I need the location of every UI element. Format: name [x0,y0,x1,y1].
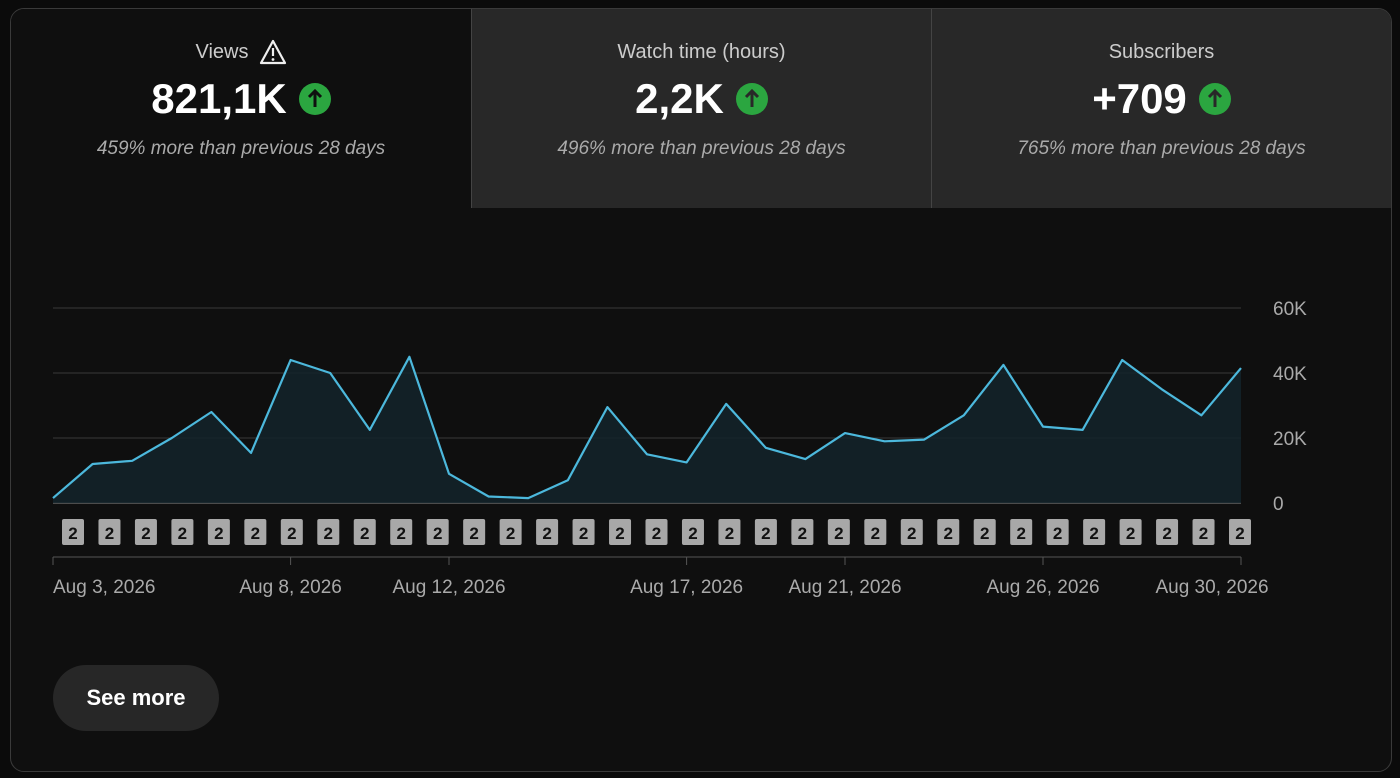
badge [62,519,84,545]
badge [645,519,668,545]
badge-label: 2 [68,524,77,543]
card-value: +709 [1092,75,1187,122]
badge-label: 2 [105,524,114,543]
badge [207,519,230,545]
metric-card[interactable]: Subscribers +709 765% more than previous… [931,9,1391,208]
card-value: 2,2K [635,75,724,122]
metric-card[interactable]: Views 821,1K 459% more than previous 28 … [11,9,471,208]
badge-label: 2 [725,524,734,543]
card-title: Views [195,40,249,63]
warning-icon [259,39,286,65]
x-tick-label: Aug 3, 2026 [53,577,155,598]
card-note: 496% more than previous 28 days [557,138,846,159]
card-title: Subscribers [1108,40,1215,63]
card-title: Watch time (hours) [617,40,786,63]
badge-label: 2 [1162,524,1171,543]
badge [827,519,850,545]
badge [681,519,704,545]
card-value: 821,1K [151,75,287,122]
badge [718,519,741,545]
line [52,355,1242,500]
y-tick-label: 40K [1273,364,1307,385]
badge-label: 2 [178,524,187,543]
badge-label: 2 [251,524,260,543]
y-tick-label: 20K [1273,429,1307,450]
badge-label: 2 [761,524,770,543]
badge-label: 2 [615,524,624,543]
badge-label: 2 [652,524,661,543]
card-note: 459% more than previous 28 days [96,138,386,159]
badge [426,519,449,545]
badge [280,519,303,545]
badge [900,519,923,545]
badge [1119,519,1142,545]
card-note: 765% more than previous 28 days [1017,138,1306,159]
badge-label: 2 [469,524,478,543]
badge-label: 2 [1089,524,1098,543]
badge [536,519,559,545]
badge [791,519,814,545]
badge-label: 2 [214,524,223,543]
badge [317,519,340,545]
up-icon [1198,83,1231,115]
badge [973,519,996,545]
badge-label: 2 [1235,524,1244,543]
y-tick-label: 60K [1273,299,1307,320]
badge-label: 2 [1053,524,1062,543]
badge [1156,519,1179,545]
badge-label: 2 [324,524,333,543]
badge-label: 2 [141,524,150,543]
badge [864,519,887,545]
x-tick-label: Aug 8, 2026 [239,577,341,598]
badge [244,519,267,545]
x-tick-label: Aug 12, 2026 [392,577,505,598]
badge-label: 2 [1199,524,1208,543]
badge-label: 2 [1016,524,1025,543]
metric-card[interactable]: Watch time (hours) 2,2K 496% more than p… [471,9,931,208]
badge-label: 2 [834,524,843,543]
badge-label: 2 [907,524,916,543]
badge-label: 2 [980,524,989,543]
badge [937,519,960,545]
badge-label: 2 [688,524,697,543]
badge [171,519,194,545]
badge-label: 2 [871,524,880,543]
badge-label: 2 [1126,524,1135,543]
badge [609,519,632,545]
analytics-panel: Views 821,1K 459% more than previous 28 … [10,8,1392,772]
badge-label: 2 [396,524,405,543]
badge-label: 2 [542,524,551,543]
chart: 0 20K 40K 60K 2 2 2 2 2 2 2 2 2 2 2 2 2 2 2 2 2 2 2 2 2 2 2 2 2 2 2 2 2 2… [52,299,1307,598]
badge-label: 2 [798,524,807,543]
badge-label: 2 [944,524,953,543]
badge [134,519,157,545]
y-tick-label: 0 [1273,494,1284,515]
badge [754,519,777,545]
badge-label: 2 [287,524,296,543]
x-tick-label: Aug 17, 2026 [630,577,743,598]
badge [1010,519,1033,545]
badge [1083,519,1106,545]
badge [390,519,413,545]
up-icon [298,83,331,115]
x-tick-label: Aug 26, 2026 [986,577,1099,598]
x-tick-label: Aug 21, 2026 [788,577,901,598]
badge [1192,519,1215,545]
badge [463,519,486,545]
x-tick-label: Aug 30, 2026 [1155,577,1268,598]
badge [98,519,121,545]
metric-cards: Views 821,1K 459% more than previous 28 … [11,9,1391,208]
badge-label: 2 [579,524,588,543]
see-more-button[interactable]: See more [53,665,219,731]
badge-label: 2 [360,524,369,543]
badge-label: 2 [506,524,515,543]
badge [353,519,376,545]
badge [572,519,595,545]
area [53,356,1241,503]
badge [1046,519,1069,545]
badge [499,519,522,545]
badge-label: 2 [433,524,442,543]
badge [1229,519,1251,545]
up-icon [735,83,768,115]
